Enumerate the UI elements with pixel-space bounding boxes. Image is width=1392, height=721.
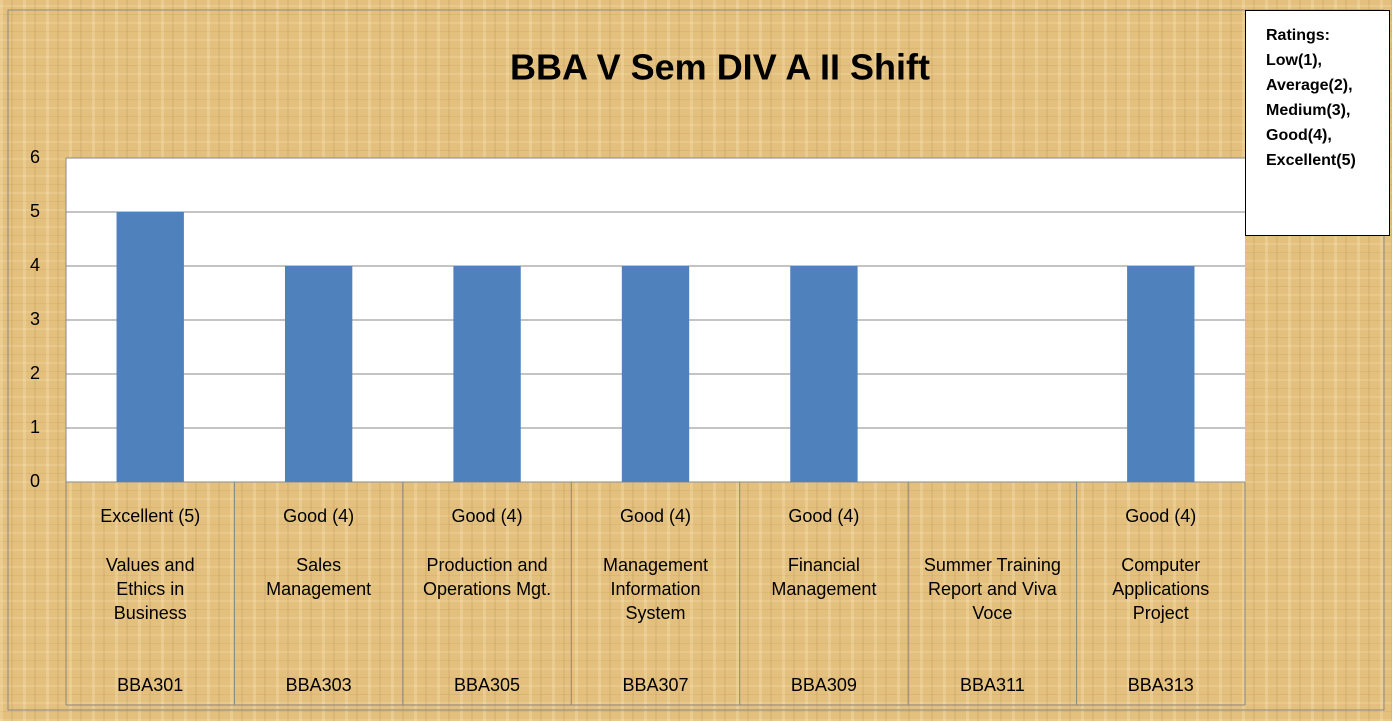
y-tick-label: 6 [30,147,40,167]
value-label: Good (4) [283,506,355,526]
category-code: BBA301 [117,675,184,695]
category-code: BBA313 [1127,675,1194,695]
chart-title: BBA V Sem DIV A II Shift [510,47,930,88]
category-code: BBA305 [454,675,521,695]
x-tick-label: Computer Applications Project [1112,555,1210,623]
y-tick-label: 1 [30,417,40,437]
y-tick-label: 4 [30,255,40,275]
y-tick-label: 5 [30,201,40,221]
legend-text: Low(1), [1266,52,1322,69]
x-tick-label: Financial Management [771,555,877,599]
bar [790,266,858,482]
value-label: Good (4) [788,506,860,526]
x-tick-label: Values and Ethics in Business [105,555,195,623]
y-tick-label: 0 [30,471,40,491]
bar [284,266,353,482]
legend-text: Good(4), [1266,127,1332,144]
x-tick-label: Management Information System [602,555,709,623]
x-tick-label: Production and Operations Mgt. [423,555,552,599]
bar [116,212,184,482]
value-label: Good (4) [1125,506,1197,526]
bar [453,266,521,482]
legend-text: Medium(3), [1266,102,1351,119]
legend-text: Ratings: [1266,27,1330,44]
x-tick-label: Summer Training Report and Viva Voce [923,555,1061,623]
legend-box: Ratings: Low(1), Average(2), Medium(3), Good… [1245,10,1390,236]
legend-text: Average(2), [1266,77,1353,94]
x-tick-label: Sales Management [266,555,372,599]
category-code: BBA307 [622,675,689,695]
value-label: Good (4) [451,506,523,526]
bar [621,266,690,482]
category-code: BBA311 [959,675,1025,695]
y-tick-label: 2 [30,363,40,383]
chart-border [7,9,1385,711]
y-tick-label: 3 [30,309,40,329]
value-label: Excellent (5) [100,506,201,526]
value-label: Good (4) [619,506,692,526]
category-code: BBA309 [790,675,857,695]
category-code: BBA303 [285,675,352,695]
legend-text: Excellent(5) [1266,152,1356,169]
bar [1127,266,1195,482]
